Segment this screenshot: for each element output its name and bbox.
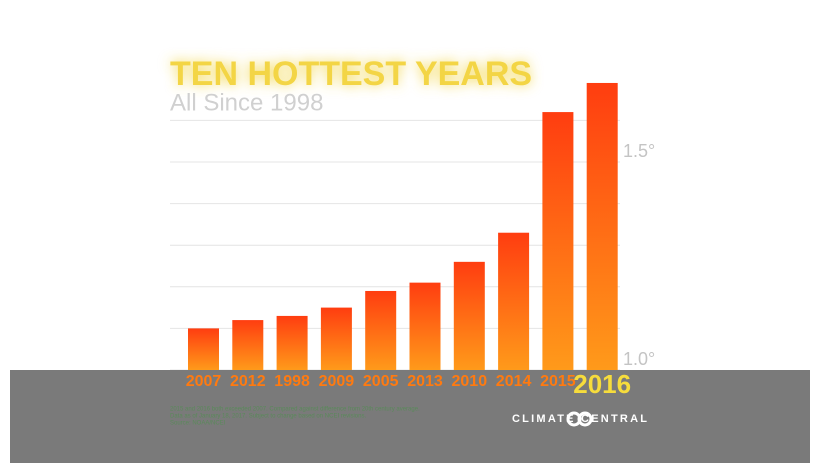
y-tick-label: 1.5° — [623, 141, 655, 161]
bar — [320, 307, 352, 370]
bar — [453, 261, 485, 370]
bar — [498, 232, 530, 370]
x-tick-label: 2012 — [230, 373, 266, 390]
chart-title: TEN HOTTEST YEARS — [170, 55, 532, 93]
y-tick-label: 1.0° — [623, 349, 655, 369]
x-tick-label: 1998 — [274, 373, 310, 390]
bar — [542, 112, 574, 370]
logo: CLIMATE CENTRAL — [512, 413, 648, 425]
bar — [409, 282, 441, 370]
bar — [232, 320, 264, 370]
x-tick-label: 2009 — [319, 373, 355, 390]
x-tick-label: 2015 — [540, 373, 576, 390]
x-tick-label: 2005 — [363, 373, 399, 390]
bar — [188, 328, 219, 370]
x-tick-label: 2014 — [496, 373, 532, 390]
bars — [188, 82, 618, 371]
bar — [276, 315, 308, 370]
bar — [586, 82, 618, 371]
bar — [365, 290, 397, 370]
note: 2015 and 2016 both exceeded 2007. Compar… — [170, 407, 420, 413]
footer-band — [10, 370, 810, 463]
x-tick-label: 2016 — [573, 369, 631, 399]
note: Data as of January 18, 2017. Subject to … — [170, 414, 366, 420]
chart-subtitle: All Since 1998 — [170, 89, 323, 116]
x-tick-label: 2013 — [407, 373, 443, 390]
note: Source: NOAA/NCEI — [170, 421, 226, 427]
x-tick-label: 2007 — [186, 373, 222, 390]
x-tick-label: 2010 — [452, 373, 488, 390]
logo-icon — [566, 411, 593, 427]
